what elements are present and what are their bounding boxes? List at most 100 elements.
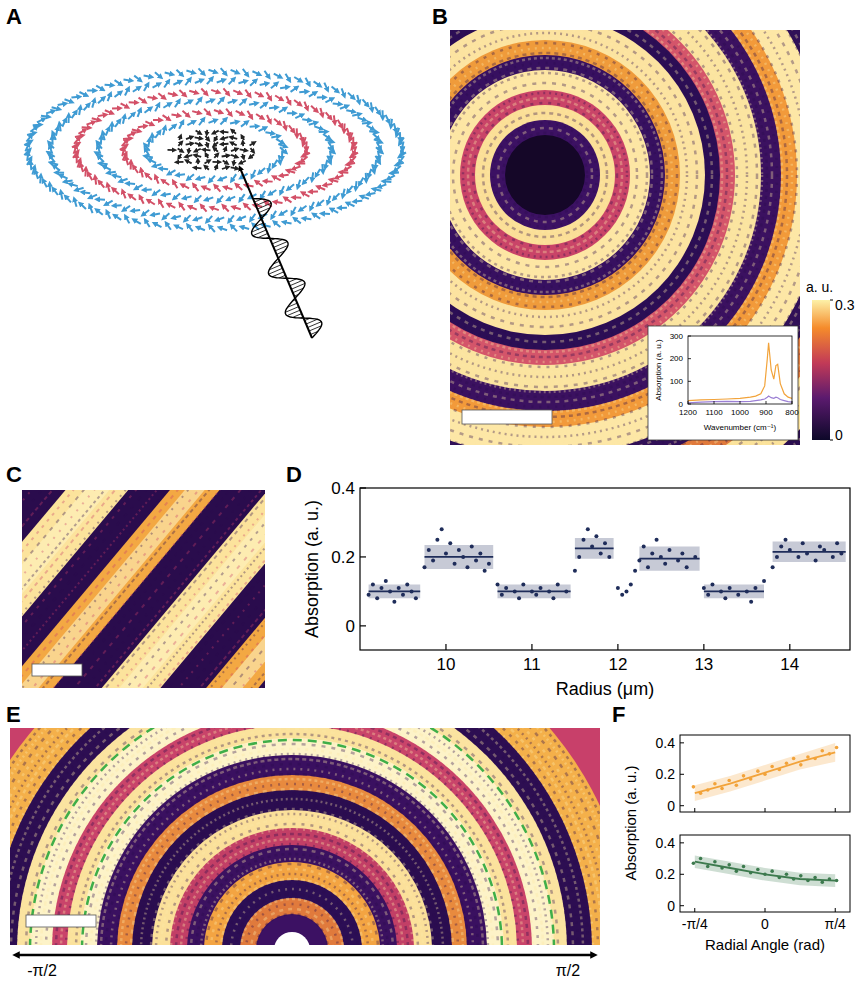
image-ring bbox=[30, 728, 554, 945]
x-axis-title: Wavenumber (cm⁻¹) bbox=[704, 423, 777, 432]
image-texture bbox=[10, 728, 583, 945]
spin-arrow bbox=[366, 125, 373, 129]
image-ring bbox=[117, 775, 467, 945]
spin-arrow bbox=[61, 192, 62, 200]
spin-arrow bbox=[195, 167, 202, 170]
spin-arrow bbox=[74, 199, 76, 207]
spin-arrow bbox=[321, 164, 324, 172]
x-tick bbox=[694, 908, 695, 912]
spin-arrow bbox=[207, 78, 212, 84]
spin-arrow bbox=[324, 184, 332, 185]
spin-arrow bbox=[346, 110, 354, 112]
spin-arrow bbox=[134, 76, 140, 81]
data-point bbox=[692, 785, 696, 789]
spin-arrow bbox=[318, 187, 325, 190]
spin-arrow bbox=[50, 163, 58, 165]
spin-arrow bbox=[46, 111, 54, 113]
y-tick-label: 0.4 bbox=[656, 735, 676, 751]
y-tick bbox=[360, 625, 366, 626]
spin-arrow bbox=[100, 162, 108, 165]
image-texture bbox=[171, 829, 413, 945]
spin-arrow bbox=[336, 175, 344, 178]
image-texture bbox=[450, 30, 800, 445]
chart: 00.20.4Absorption (a. u.) bbox=[622, 735, 850, 881]
image-texture bbox=[22, 490, 265, 688]
spin-arrow bbox=[229, 215, 234, 221]
spin-arrow bbox=[362, 122, 370, 125]
image-texture bbox=[450, 30, 800, 445]
spin-arrow bbox=[369, 169, 372, 177]
spin-arrow bbox=[399, 132, 401, 140]
spin-arrow bbox=[127, 133, 134, 136]
data-point bbox=[835, 746, 839, 750]
spin-arrow bbox=[186, 161, 191, 164]
spin-arrow bbox=[37, 119, 44, 123]
spin-arrow bbox=[243, 69, 248, 75]
image-texture bbox=[450, 30, 800, 445]
spin-arrow bbox=[141, 170, 143, 178]
spin-arrow bbox=[242, 136, 244, 140]
spin-arrow bbox=[182, 111, 188, 116]
spin-arrow bbox=[371, 102, 372, 110]
data-point bbox=[384, 579, 388, 583]
data-point bbox=[594, 534, 598, 538]
image-texture bbox=[22, 490, 265, 688]
image-texture bbox=[22, 490, 265, 688]
x-tick bbox=[765, 808, 766, 812]
spin-arrow bbox=[294, 219, 300, 224]
spin-arrow bbox=[169, 170, 176, 174]
image-texture bbox=[450, 53, 667, 297]
y-tick-label: 0.4 bbox=[331, 479, 355, 498]
spin-arrow bbox=[214, 110, 221, 113]
spin-arrow bbox=[168, 204, 175, 208]
spin-arrow bbox=[27, 133, 35, 135]
spin-arrow bbox=[240, 149, 247, 150]
spin-arrow bbox=[32, 167, 34, 175]
spin-arrow bbox=[79, 92, 86, 96]
spin-arrow bbox=[78, 130, 85, 134]
image-texture bbox=[25, 490, 265, 688]
image-texture bbox=[450, 30, 737, 367]
image-texture bbox=[450, 30, 800, 445]
spin-arrow bbox=[338, 120, 342, 127]
image-texture bbox=[22, 490, 265, 688]
spin-arrow bbox=[218, 196, 223, 202]
image-texture bbox=[26, 728, 558, 945]
spin-arrow bbox=[186, 71, 194, 73]
spin-arrow bbox=[267, 115, 270, 122]
stripe-core bbox=[38, 490, 265, 688]
image-texture bbox=[450, 30, 800, 445]
image-ring bbox=[80, 738, 504, 945]
spin-arrow bbox=[214, 154, 217, 158]
spin-arrow bbox=[261, 191, 265, 198]
spin-arrow bbox=[211, 90, 219, 93]
panel-letter: E bbox=[6, 702, 21, 727]
image-ring bbox=[222, 880, 362, 945]
y-axis-title: Absorption (a. u.) bbox=[622, 765, 639, 880]
image-texture bbox=[450, 30, 800, 445]
image-texture bbox=[22, 490, 265, 688]
spin-arrow bbox=[182, 185, 189, 189]
spin-arrow bbox=[293, 196, 301, 198]
spin-arrow bbox=[144, 84, 148, 91]
spin-arrow bbox=[314, 214, 321, 218]
spin-arrow bbox=[140, 197, 144, 204]
spin-arrow bbox=[125, 88, 129, 95]
spin-arrow bbox=[274, 177, 281, 181]
spin-arrow bbox=[330, 180, 338, 182]
image-texture bbox=[68, 490, 265, 688]
y-tick bbox=[680, 742, 684, 743]
spin-arrow bbox=[218, 98, 223, 104]
spin-arrow bbox=[239, 100, 245, 105]
data-point bbox=[624, 589, 628, 593]
image-texture bbox=[22, 490, 265, 688]
image-texture bbox=[450, 30, 800, 445]
image-texture bbox=[21, 728, 563, 945]
spin-arrow bbox=[391, 119, 392, 127]
spin-arrow bbox=[233, 90, 240, 93]
spin-arrow bbox=[33, 124, 41, 126]
data-line bbox=[695, 752, 835, 793]
spin-arrow bbox=[294, 100, 300, 105]
wave-hatch bbox=[272, 239, 283, 243]
spin-arrow bbox=[176, 226, 183, 229]
